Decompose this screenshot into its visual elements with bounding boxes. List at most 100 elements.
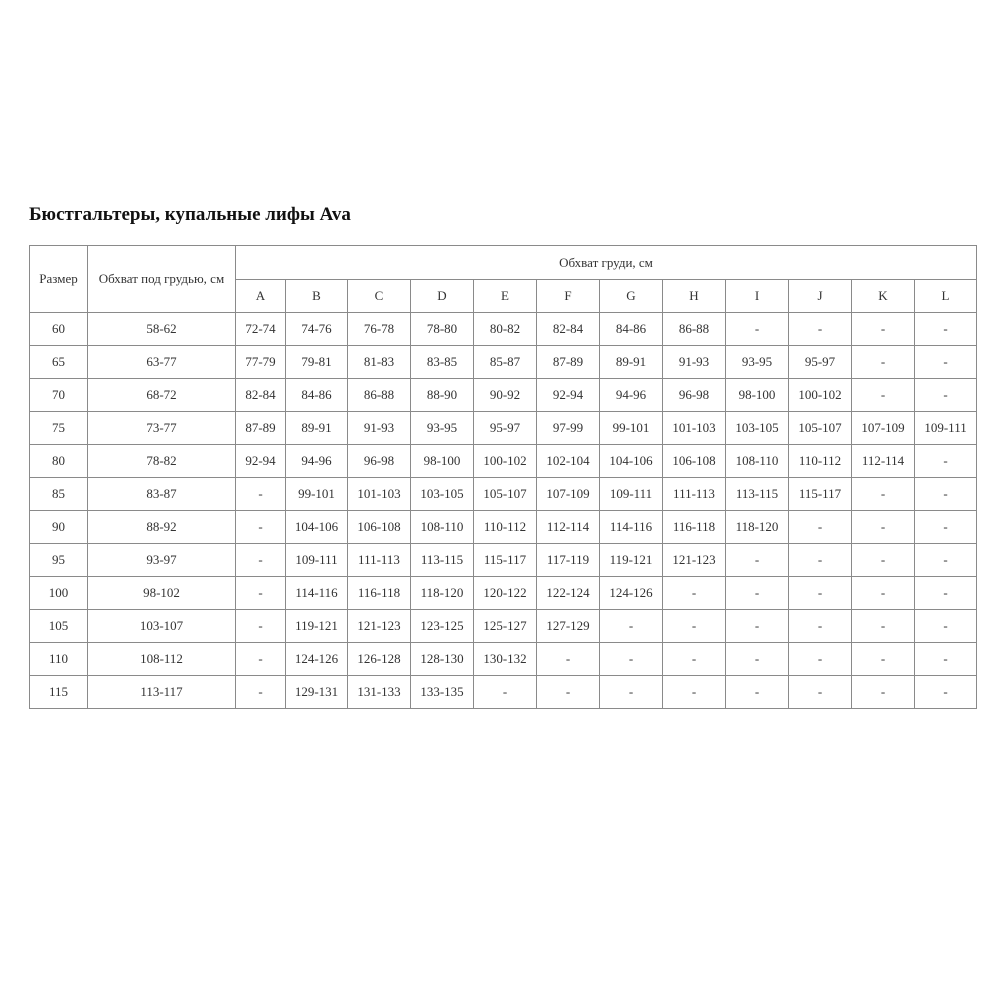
underbust-cell: 113-117	[87, 675, 236, 709]
bust-cell: 95-97	[473, 411, 537, 445]
bust-cell: 84-86	[285, 378, 348, 412]
bust-cell: 100-102	[473, 444, 537, 478]
bust-cell: 113-115	[410, 543, 474, 577]
bust-cell: -	[662, 642, 726, 676]
bust-cell: 82-84	[536, 312, 600, 346]
bust-cell: 101-103	[347, 477, 411, 511]
bust-cell: -	[851, 675, 915, 709]
bust-cell: 99-101	[599, 411, 663, 445]
header-cup: J	[788, 279, 852, 313]
bust-cell: 124-126	[599, 576, 663, 610]
bust-cell: -	[851, 543, 915, 577]
bust-cell: 79-81	[285, 345, 348, 379]
size-cell: 105	[29, 609, 88, 643]
underbust-cell: 98-102	[87, 576, 236, 610]
bust-cell: 101-103	[662, 411, 726, 445]
bust-cell: 110-112	[473, 510, 537, 544]
bust-cell: 105-107	[473, 477, 537, 511]
bust-cell: -	[851, 312, 915, 346]
bust-cell: -	[662, 675, 726, 709]
size-cell: 85	[29, 477, 88, 511]
bust-cell: 89-91	[599, 345, 663, 379]
bust-cell: -	[725, 312, 789, 346]
bust-cell: 131-133	[347, 675, 411, 709]
size-cell: 70	[29, 378, 88, 412]
bust-cell: 107-109	[851, 411, 915, 445]
header-size: Размер	[29, 245, 88, 313]
table-row: 65 63-77 77-79 79-81 81-83 83-85 85-87 87-89 89-…	[29, 345, 978, 379]
bust-cell: 118-120	[410, 576, 474, 610]
bust-cell: 109-111	[913, 411, 978, 445]
size-cell: 95	[29, 543, 88, 577]
bust-cell: 76-78	[347, 312, 411, 346]
bust-cell: 121-123	[662, 543, 726, 577]
bust-cell: 92-94	[536, 378, 600, 412]
underbust-cell: 83-87	[87, 477, 236, 511]
table-row: 110 108-112-124-126 126-128 128-130 130-132-…	[29, 642, 978, 676]
bust-cell: -	[851, 510, 915, 544]
bust-cell: -	[536, 642, 600, 676]
bust-cell: 90-92	[473, 378, 537, 412]
bust-cell: 129-131	[285, 675, 348, 709]
bust-cell: 88-90	[410, 378, 474, 412]
bust-cell: -	[788, 510, 852, 544]
header-cup: L	[913, 279, 978, 313]
bust-cell: 97-99	[536, 411, 600, 445]
bust-cell: 95-97	[788, 345, 852, 379]
bust-cell: 108-110	[725, 444, 789, 478]
bust-cell: 110-112	[788, 444, 852, 478]
bust-cell: 77-79	[235, 345, 286, 379]
bust-cell: 112-114	[536, 510, 600, 544]
bust-cell: -	[235, 543, 286, 577]
bust-cell: 125-127	[473, 609, 537, 643]
bust-cell: 103-105	[410, 477, 474, 511]
table-row: 60 58-62 72-74 74-76 76-78 78-80 80-82 82-84 84-…	[29, 312, 978, 346]
bust-cell: 81-83	[347, 345, 411, 379]
size-cell: 100	[29, 576, 88, 610]
header-cup: B	[285, 279, 348, 313]
bust-cell: 84-86	[599, 312, 663, 346]
bust-cell: 124-126	[285, 642, 348, 676]
bust-cell: -	[851, 642, 915, 676]
bust-cell: -	[599, 675, 663, 709]
bust-cell: -	[235, 642, 286, 676]
bust-cell: -	[599, 642, 663, 676]
header-underbust: Обхват под грудью, см	[87, 245, 236, 313]
bust-cell: -	[913, 510, 978, 544]
underbust-cell: 103-107	[87, 609, 236, 643]
header-cup: G	[599, 279, 663, 313]
bust-cell: 94-96	[599, 378, 663, 412]
bust-cell: -	[913, 543, 978, 577]
bust-cell: -	[725, 675, 789, 709]
underbust-cell: 58-62	[87, 312, 236, 346]
bust-cell: -	[662, 576, 726, 610]
bust-cell: 91-93	[347, 411, 411, 445]
bust-cell: 117-119	[536, 543, 600, 577]
bust-cell: -	[851, 345, 915, 379]
bust-cell: 86-88	[347, 378, 411, 412]
bust-cell: 104-106	[285, 510, 348, 544]
bust-cell: 115-117	[473, 543, 537, 577]
header-cup: E	[473, 279, 537, 313]
bust-cell: 128-130	[410, 642, 474, 676]
bust-cell: -	[473, 675, 537, 709]
bust-cell: 108-110	[410, 510, 474, 544]
bust-cell: 98-100	[725, 378, 789, 412]
bust-cell: -	[913, 642, 978, 676]
bust-cell: 102-104	[536, 444, 600, 478]
bust-cell: -	[662, 609, 726, 643]
bust-cell: -	[788, 642, 852, 676]
header-cup: I	[725, 279, 789, 313]
bust-cell: 91-93	[662, 345, 726, 379]
size-cell: 110	[29, 642, 88, 676]
bust-cell: 78-80	[410, 312, 474, 346]
bust-cell: 107-109	[536, 477, 600, 511]
bust-cell: -	[913, 378, 978, 412]
bust-cell: -	[913, 609, 978, 643]
bust-cell: 115-117	[788, 477, 852, 511]
bust-cell: -	[913, 576, 978, 610]
bust-cell: 114-116	[285, 576, 348, 610]
bust-cell: 130-132	[473, 642, 537, 676]
bust-cell: 93-95	[725, 345, 789, 379]
size-cell: 65	[29, 345, 88, 379]
